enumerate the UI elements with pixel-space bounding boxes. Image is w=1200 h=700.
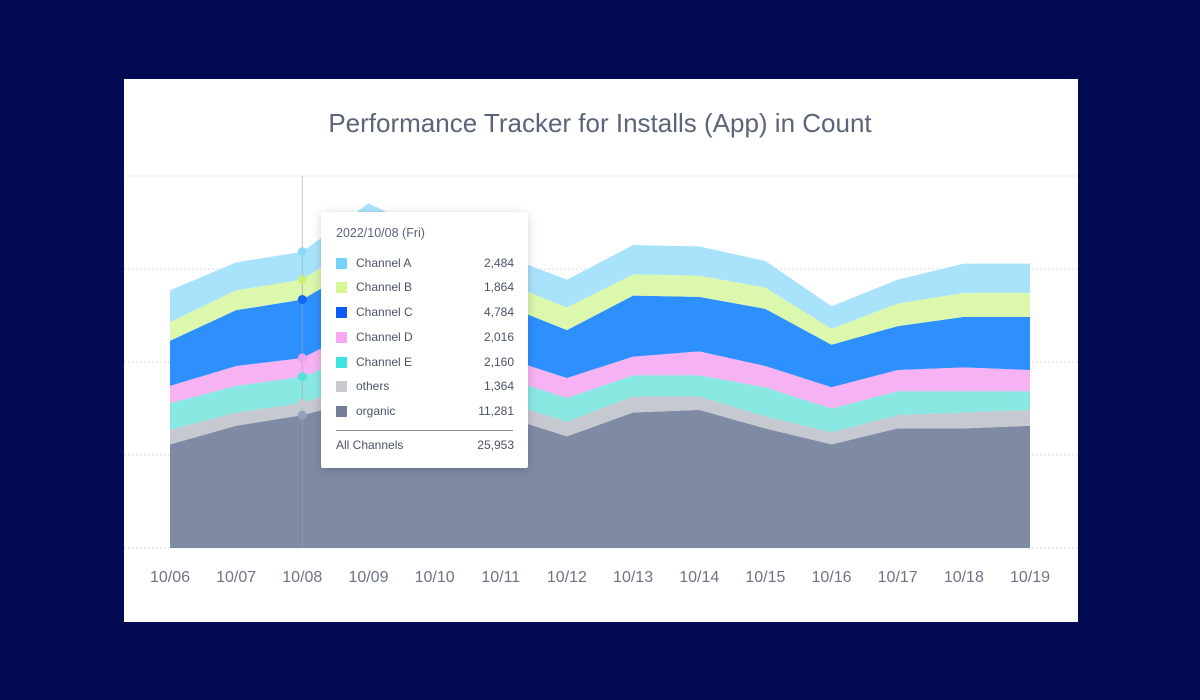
tooltip-label: Channel D <box>356 330 413 344</box>
x-tick-label: 10/19 <box>1010 569 1050 586</box>
tooltip-total-label: All Channels <box>336 438 404 452</box>
tooltip-row-others: others 1,364 <box>336 379 514 395</box>
tooltip-label: others <box>356 379 390 393</box>
tooltip-value: 2,160 <box>483 355 514 369</box>
legend-swatch <box>336 357 347 368</box>
tooltip-row-organic: organic 11,281 <box>336 404 514 420</box>
tooltip-row-channel-c: Channel C 4,784 <box>336 305 514 321</box>
x-tick-label: 10/07 <box>216 569 256 586</box>
x-tick-label: 10/14 <box>679 569 719 586</box>
legend-swatch <box>336 381 347 392</box>
x-tick-label: 10/16 <box>812 569 852 586</box>
tooltip-row-channel-b: Channel B 1,864 <box>336 280 514 296</box>
tooltip-label: Channel C <box>356 305 413 319</box>
tooltip-divider <box>336 430 513 431</box>
legend-swatch <box>336 332 347 343</box>
x-tick-label: 10/11 <box>481 569 520 586</box>
x-tick-label: 10/08 <box>282 569 322 586</box>
hover-marker <box>297 398 307 408</box>
tooltip-label: Channel A <box>356 256 412 270</box>
tooltip-label: organic <box>356 404 396 418</box>
x-tick-label: 10/09 <box>348 569 388 586</box>
tooltip-value: 11,281 <box>478 404 514 418</box>
legend-swatch <box>336 258 347 269</box>
x-tick-label: 10/17 <box>878 569 918 586</box>
hover-marker <box>297 353 307 363</box>
legend-swatch <box>336 406 347 417</box>
tooltip-row-channel-e: Channel E 2,160 <box>336 355 514 371</box>
tooltip-label: Channel B <box>356 280 413 294</box>
tooltip-value: 2,016 <box>483 330 514 344</box>
legend-swatch <box>336 307 347 318</box>
x-tick-label: 10/18 <box>944 569 984 586</box>
tooltip-total-value: 25,953 <box>477 438 514 452</box>
tooltip-value: 4,784 <box>483 305 514 319</box>
x-tick-label: 10/06 <box>150 569 190 586</box>
hover-marker <box>297 275 307 285</box>
hover-marker <box>297 247 307 257</box>
hover-marker <box>297 295 307 305</box>
tooltip-value: 1,864 <box>483 280 514 294</box>
tooltip-label: Channel E <box>356 355 413 369</box>
x-tick-label: 10/15 <box>745 569 785 586</box>
tooltip-date: 2022/10/08 (Fri) <box>336 226 425 240</box>
x-tick-label: 10/10 <box>415 569 455 586</box>
tooltip-row-channel-d: Channel D 2,016 <box>336 330 514 346</box>
tooltip-value: 2,484 <box>483 256 514 270</box>
x-tick-label: 10/12 <box>547 569 587 586</box>
chart-title: Performance Tracker for Installs (App) i… <box>328 108 872 138</box>
tooltip-row-total: All Channels 25,953 <box>336 438 514 454</box>
hover-marker <box>297 410 307 420</box>
tooltip-value: 1,364 <box>483 379 514 393</box>
legend-swatch <box>336 282 347 293</box>
hover-marker <box>297 372 307 382</box>
chart-tooltip: 2022/10/08 (Fri) Channel A 2,484 Channel… <box>321 212 528 468</box>
tooltip-row-channel-a: Channel A 2,484 <box>336 256 514 272</box>
x-tick-label: 10/13 <box>613 569 653 586</box>
